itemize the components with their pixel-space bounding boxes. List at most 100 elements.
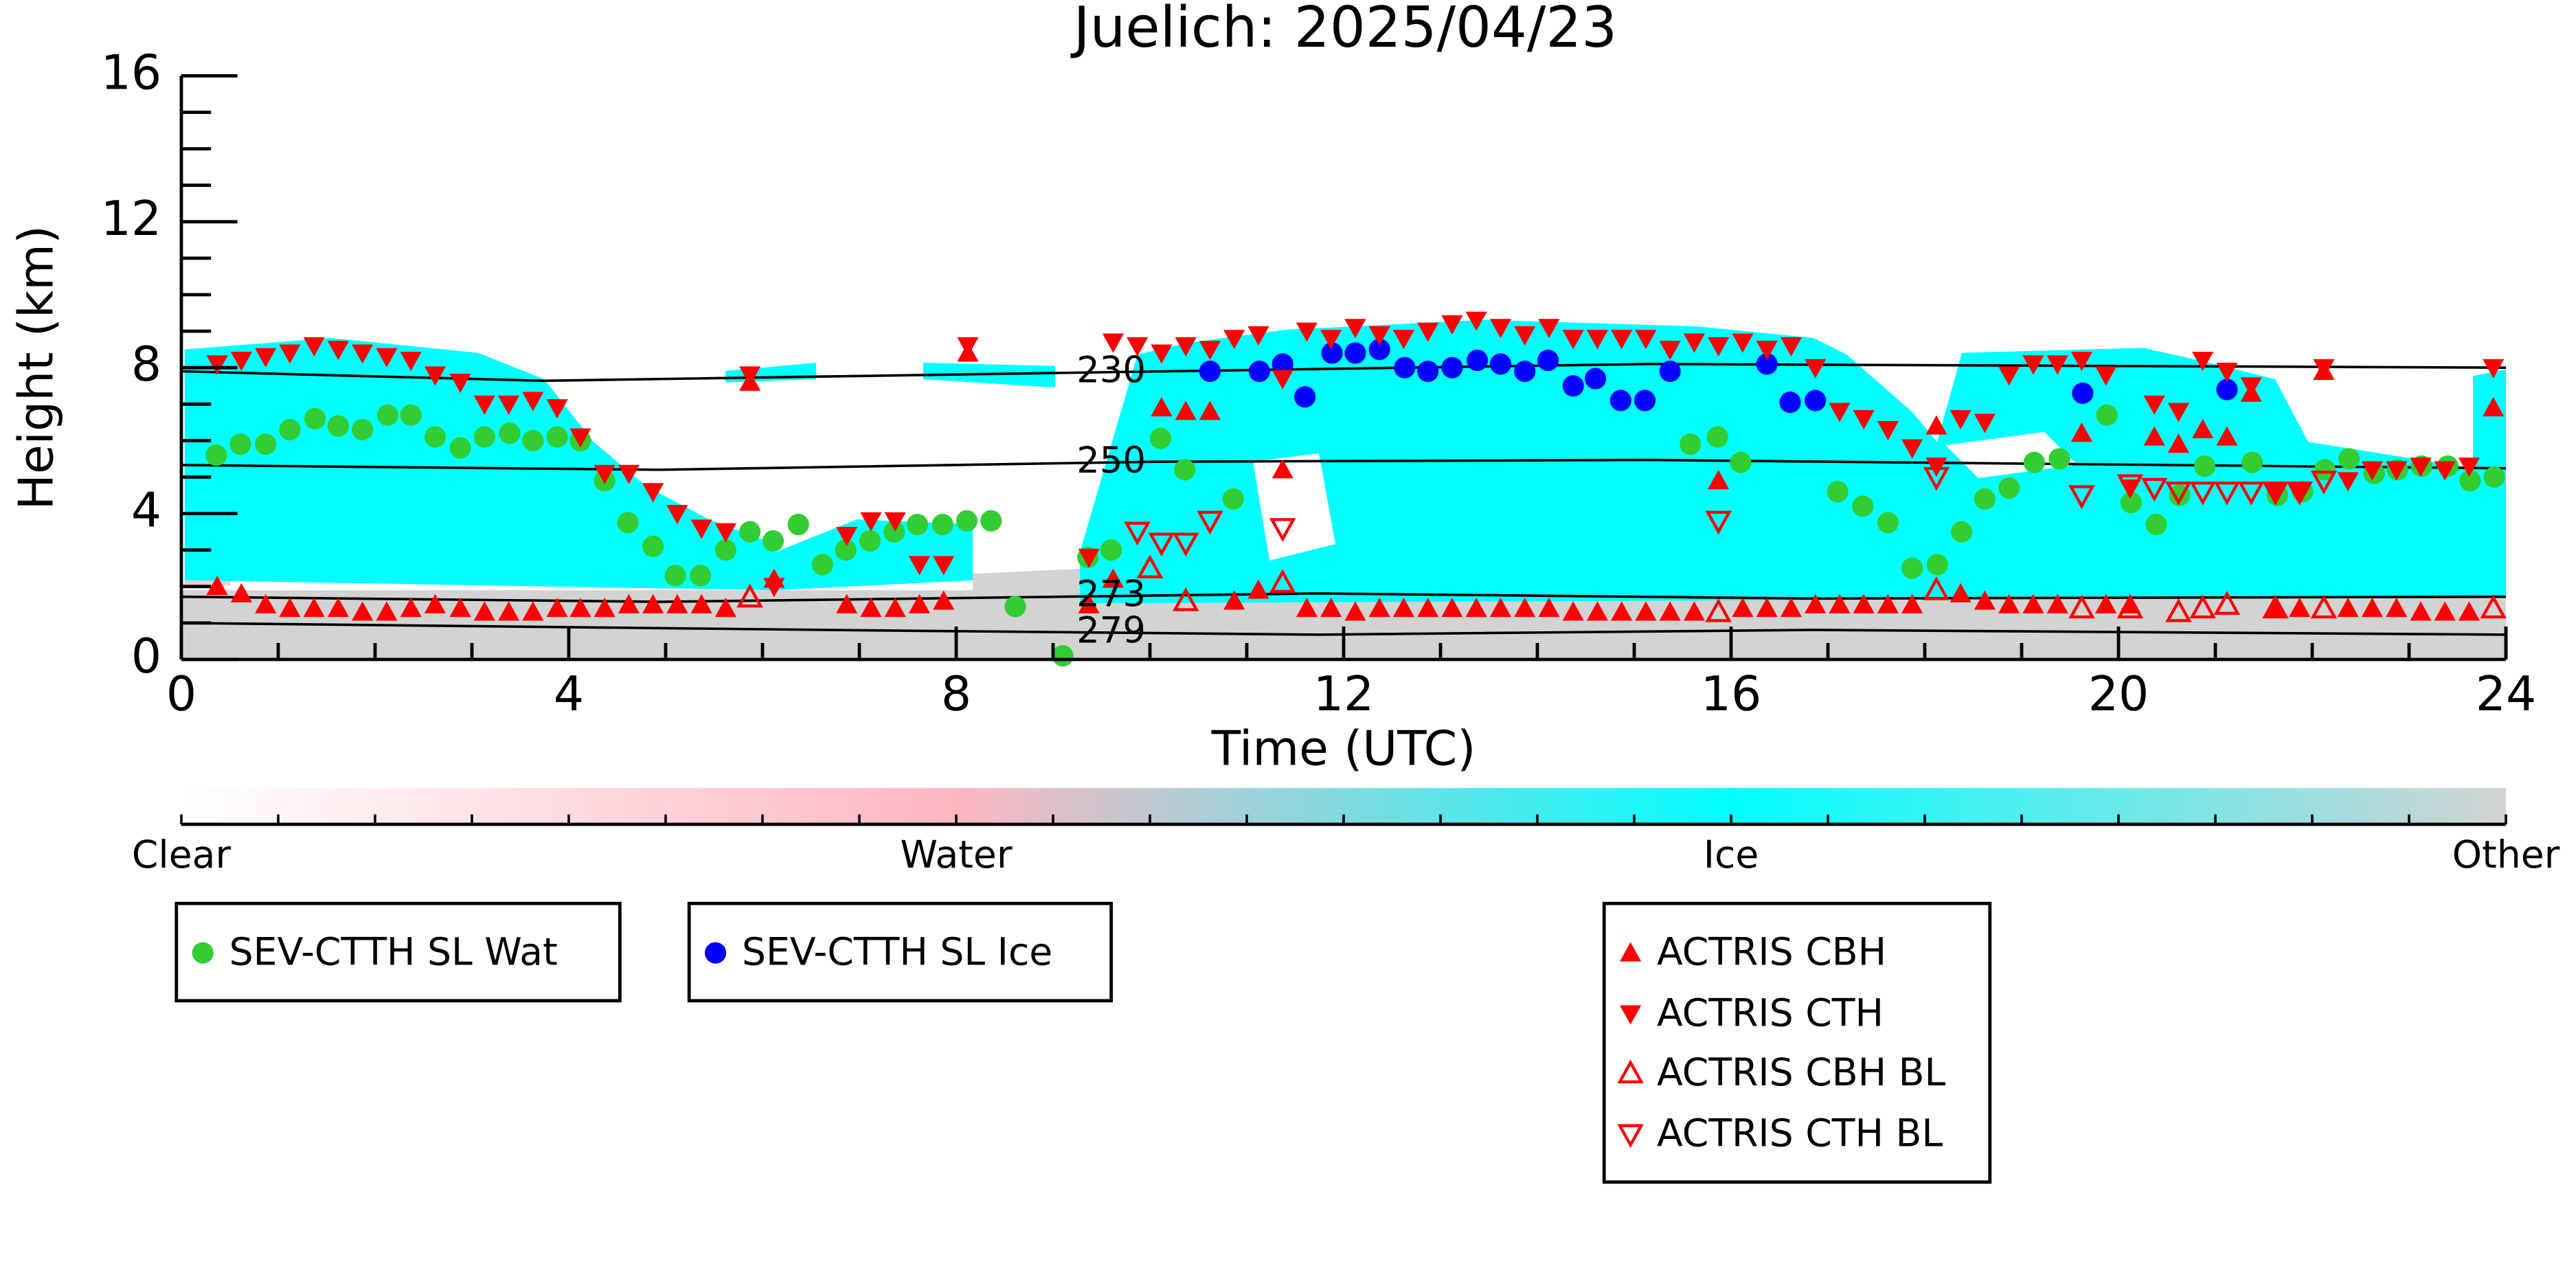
x-axis-label: Time (UTC) bbox=[1211, 721, 1476, 776]
point bbox=[2143, 395, 2165, 415]
point bbox=[2264, 598, 2287, 618]
point bbox=[449, 373, 471, 394]
other-area bbox=[973, 569, 1080, 597]
point bbox=[2240, 377, 2262, 397]
point bbox=[1538, 598, 1560, 618]
point bbox=[1417, 598, 1439, 618]
point bbox=[2048, 448, 2070, 470]
point bbox=[739, 366, 761, 386]
point bbox=[1708, 470, 1730, 490]
point bbox=[836, 594, 858, 613]
point bbox=[1296, 598, 1318, 618]
point bbox=[255, 594, 277, 613]
point bbox=[1247, 326, 1269, 346]
point bbox=[1296, 322, 1318, 342]
point bbox=[933, 590, 955, 610]
contour-line bbox=[181, 592, 2506, 603]
y-tick-label: 0 bbox=[131, 629, 161, 684]
point bbox=[1756, 598, 1778, 618]
point bbox=[1706, 426, 1728, 448]
point bbox=[1197, 510, 1223, 535]
point bbox=[1950, 521, 1973, 543]
point bbox=[2262, 482, 2289, 506]
point bbox=[1756, 353, 1778, 375]
point bbox=[1175, 400, 1197, 420]
point bbox=[617, 512, 639, 534]
point bbox=[2213, 482, 2241, 506]
point bbox=[2068, 485, 2095, 510]
point bbox=[1124, 521, 1151, 546]
point bbox=[1998, 477, 2020, 499]
point bbox=[400, 352, 422, 372]
point bbox=[473, 395, 495, 415]
point bbox=[2483, 397, 2505, 417]
y-tick-label: 16 bbox=[101, 45, 162, 100]
point bbox=[1732, 598, 1754, 618]
point bbox=[1175, 337, 1197, 357]
point bbox=[762, 530, 784, 552]
point bbox=[1732, 333, 1754, 353]
y-tick-label: 4 bbox=[131, 483, 161, 539]
point bbox=[1394, 357, 1416, 379]
point bbox=[2483, 359, 2505, 379]
point bbox=[1586, 601, 1609, 621]
point bbox=[1680, 433, 1702, 455]
point bbox=[2165, 598, 2192, 622]
point bbox=[666, 505, 688, 525]
point bbox=[1294, 386, 1316, 408]
point bbox=[1172, 532, 1199, 557]
point bbox=[279, 344, 301, 364]
point bbox=[449, 437, 471, 459]
point bbox=[1199, 360, 1221, 383]
colorbar-label: Ice bbox=[1704, 833, 1759, 877]
point bbox=[860, 512, 882, 532]
point bbox=[1683, 601, 1706, 621]
point bbox=[1172, 587, 1199, 611]
point bbox=[1609, 389, 1631, 411]
point bbox=[1974, 590, 1996, 610]
point bbox=[1901, 557, 1923, 579]
contour-label: 230 bbox=[1076, 349, 1146, 391]
point bbox=[1780, 598, 1803, 618]
point bbox=[1537, 349, 1559, 372]
point bbox=[2096, 404, 2118, 426]
legend-box bbox=[1602, 901, 1992, 1184]
point bbox=[1151, 397, 1173, 417]
point bbox=[569, 428, 591, 448]
point bbox=[1974, 414, 1996, 433]
point bbox=[907, 513, 929, 536]
point bbox=[2314, 459, 2336, 481]
marks bbox=[205, 311, 2507, 667]
point bbox=[2264, 483, 2287, 503]
point bbox=[400, 404, 422, 426]
point bbox=[2361, 598, 2384, 618]
point bbox=[497, 601, 520, 621]
legend-marker bbox=[1617, 1059, 1644, 1084]
point bbox=[884, 512, 906, 532]
point bbox=[1223, 590, 1245, 610]
point bbox=[2434, 461, 2456, 481]
point bbox=[2192, 418, 2214, 438]
point bbox=[2216, 363, 2238, 383]
legend-marker bbox=[705, 942, 727, 964]
point bbox=[1149, 427, 1172, 449]
x-tick-label: 4 bbox=[554, 666, 584, 722]
point bbox=[2145, 513, 2167, 536]
point bbox=[1950, 583, 1971, 602]
point bbox=[1514, 360, 1536, 383]
point bbox=[1441, 315, 1463, 335]
point bbox=[1102, 568, 1125, 588]
point bbox=[860, 598, 882, 618]
point bbox=[2095, 366, 2117, 386]
point bbox=[1805, 594, 1827, 613]
point bbox=[2313, 359, 2335, 379]
point bbox=[1368, 339, 1390, 361]
point bbox=[2216, 426, 2238, 446]
point bbox=[835, 539, 857, 561]
point bbox=[2022, 355, 2044, 375]
y-tick-label: 8 bbox=[131, 337, 161, 392]
point bbox=[1998, 366, 2020, 386]
point bbox=[376, 601, 398, 621]
point bbox=[1805, 359, 1827, 379]
